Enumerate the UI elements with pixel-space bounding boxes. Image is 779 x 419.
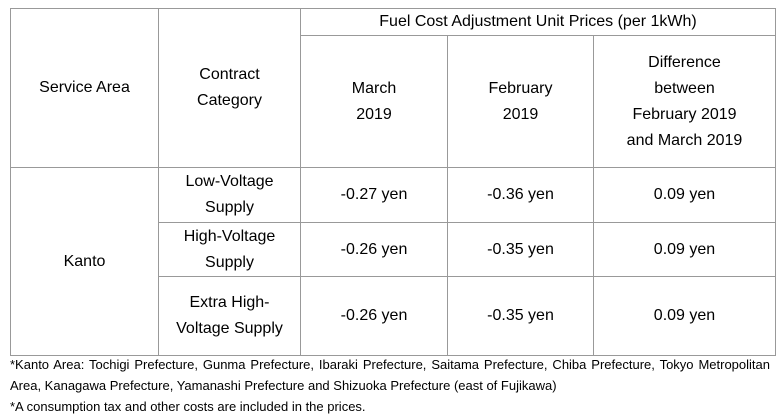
group-title: Fuel Cost Adjustment Unit Prices (per 1k…	[379, 13, 697, 30]
cell: -0.36 yen	[447, 167, 594, 223]
header-text: Difference between February 2019 and Mar…	[626, 53, 743, 149]
cell: -0.27 yen	[300, 167, 448, 223]
header-text: March 2019	[351, 79, 397, 123]
cell: 0.09 yen	[593, 222, 776, 277]
notes: *Kanto Area: Tochigi Prefecture, Gunma P…	[10, 354, 770, 417]
cell: 0.09 yen	[593, 276, 776, 356]
header-cell: Difference between February 2019 and Mar…	[593, 35, 776, 168]
category: Low-Voltage Supply	[185, 173, 274, 216]
cell: Low-Voltage Supply	[158, 167, 301, 223]
area-cell: Kanto	[10, 167, 159, 356]
cell: -0.26 yen	[300, 276, 448, 356]
header-cell: Service Area	[10, 8, 159, 168]
note: *Kanto Area: Tochigi Prefecture, Gunma P…	[10, 357, 770, 393]
category: Extra High-Voltage Supply	[176, 294, 283, 337]
category: High-Voltage Supply	[183, 227, 276, 271]
header-text: Service Area	[39, 79, 130, 96]
header-cell: February 2019	[447, 35, 594, 168]
header-cell: March 2019	[300, 35, 448, 168]
cell: Extra High-Voltage Supply	[158, 276, 301, 356]
header-text: February 2019	[488, 79, 553, 123]
header-cell: Contract Category	[158, 8, 301, 168]
cell: 0.09 yen	[593, 167, 776, 223]
area-text: Kanto	[63, 252, 106, 270]
cell: High-Voltage Supply	[158, 222, 301, 277]
header-text: Contract Category	[197, 66, 262, 109]
note: *A consumption tax and other costs are i…	[10, 399, 366, 414]
cell: -0.35 yen	[447, 276, 594, 356]
price-table: Service Area Contract Category Fuel Cost…	[10, 8, 776, 356]
group-header: Fuel Cost Adjustment Unit Prices (per 1k…	[300, 8, 776, 36]
cell: -0.26 yen	[300, 222, 448, 277]
cell: -0.35 yen	[447, 222, 594, 277]
